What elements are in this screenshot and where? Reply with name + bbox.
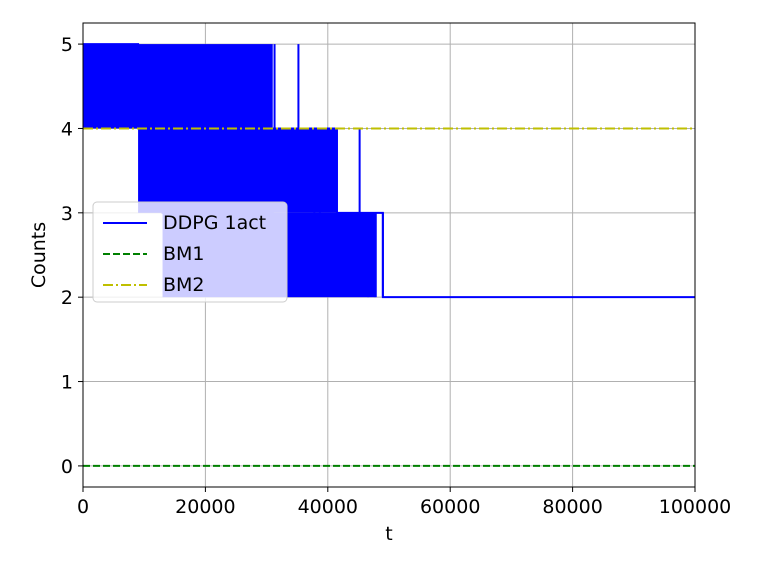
legend-label-bm2: BM2 (163, 274, 205, 296)
x-tick-label: 20000 (175, 496, 235, 518)
series-lines (83, 43, 695, 467)
x-axis-label: t (385, 523, 392, 545)
x-axis-ticks: 0 20000 40000 60000 80000 100000 (77, 487, 731, 518)
y-tick-label: 5 (61, 34, 73, 56)
legend: DDPG 1act BM1 BM2 (92, 201, 288, 303)
x-tick-label: 100000 (659, 496, 732, 518)
y-tick-label: 2 (61, 287, 73, 309)
y-axis-ticks: 0 1 2 3 4 5 (61, 34, 83, 478)
series-ddpg-1act-line (83, 43, 695, 299)
ddpg-oscillation-band (83, 44, 273, 129)
legend-label-bm1: BM1 (163, 243, 205, 265)
x-tick-label: 60000 (420, 496, 480, 518)
y-tick-label: 0 (61, 456, 73, 478)
ddpg-oscillation-band (138, 128, 337, 213)
y-tick-label: 1 (61, 372, 73, 394)
plot-frame (82, 22, 696, 488)
y-axis-label: Counts (28, 222, 50, 288)
y-tick-label: 4 (61, 118, 73, 140)
x-tick-label: 40000 (298, 496, 358, 518)
x-tick-label: 0 (77, 496, 89, 518)
x-tick-label: 80000 (542, 496, 602, 518)
y-tick-label: 3 (61, 203, 73, 225)
legend-box (92, 201, 288, 303)
legend-label-ddpg-1act: DDPG 1act (163, 212, 266, 234)
